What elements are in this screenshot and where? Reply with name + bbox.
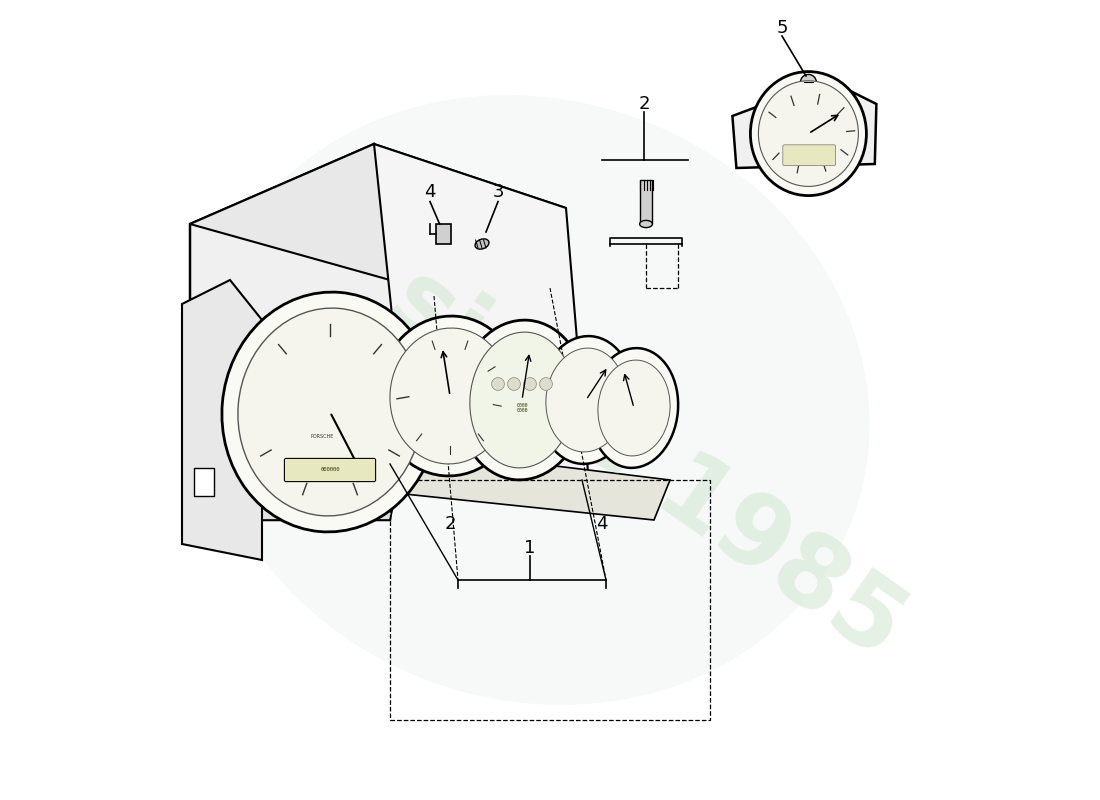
Circle shape bbox=[507, 378, 520, 390]
Text: 3: 3 bbox=[493, 183, 504, 201]
Ellipse shape bbox=[598, 360, 670, 456]
Bar bbox=[194, 468, 214, 496]
Text: 2: 2 bbox=[444, 515, 455, 533]
Circle shape bbox=[801, 74, 816, 90]
Polygon shape bbox=[270, 432, 670, 520]
Ellipse shape bbox=[758, 81, 858, 186]
Ellipse shape bbox=[590, 348, 678, 468]
Polygon shape bbox=[190, 144, 406, 520]
Bar bbox=[437, 224, 451, 244]
Ellipse shape bbox=[198, 95, 870, 705]
Ellipse shape bbox=[475, 239, 490, 249]
Polygon shape bbox=[182, 280, 262, 560]
Polygon shape bbox=[190, 144, 566, 280]
Text: PORSCHE: PORSCHE bbox=[310, 434, 333, 438]
Ellipse shape bbox=[538, 336, 634, 464]
Bar bbox=[640, 180, 651, 224]
Circle shape bbox=[540, 378, 552, 390]
Ellipse shape bbox=[389, 328, 510, 464]
Circle shape bbox=[524, 378, 537, 390]
FancyBboxPatch shape bbox=[783, 145, 836, 166]
Text: 5: 5 bbox=[777, 19, 788, 37]
Text: 000000: 000000 bbox=[320, 467, 340, 472]
Text: 0000
0000: 0000 0000 bbox=[516, 402, 528, 414]
Polygon shape bbox=[190, 448, 406, 520]
Ellipse shape bbox=[222, 292, 438, 532]
Text: 4: 4 bbox=[596, 515, 607, 533]
Text: 1: 1 bbox=[525, 539, 536, 557]
Polygon shape bbox=[374, 144, 590, 496]
Ellipse shape bbox=[470, 332, 574, 468]
Text: since 1985: since 1985 bbox=[371, 250, 922, 678]
Ellipse shape bbox=[238, 308, 422, 516]
Ellipse shape bbox=[546, 348, 626, 452]
FancyBboxPatch shape bbox=[285, 458, 375, 482]
Bar bbox=[390, 480, 710, 720]
Text: 2: 2 bbox=[639, 95, 650, 113]
Ellipse shape bbox=[750, 71, 867, 195]
Circle shape bbox=[492, 378, 505, 390]
Ellipse shape bbox=[458, 320, 586, 480]
Polygon shape bbox=[733, 80, 877, 168]
Ellipse shape bbox=[378, 316, 522, 476]
Text: 4: 4 bbox=[425, 183, 436, 201]
Ellipse shape bbox=[639, 220, 652, 227]
